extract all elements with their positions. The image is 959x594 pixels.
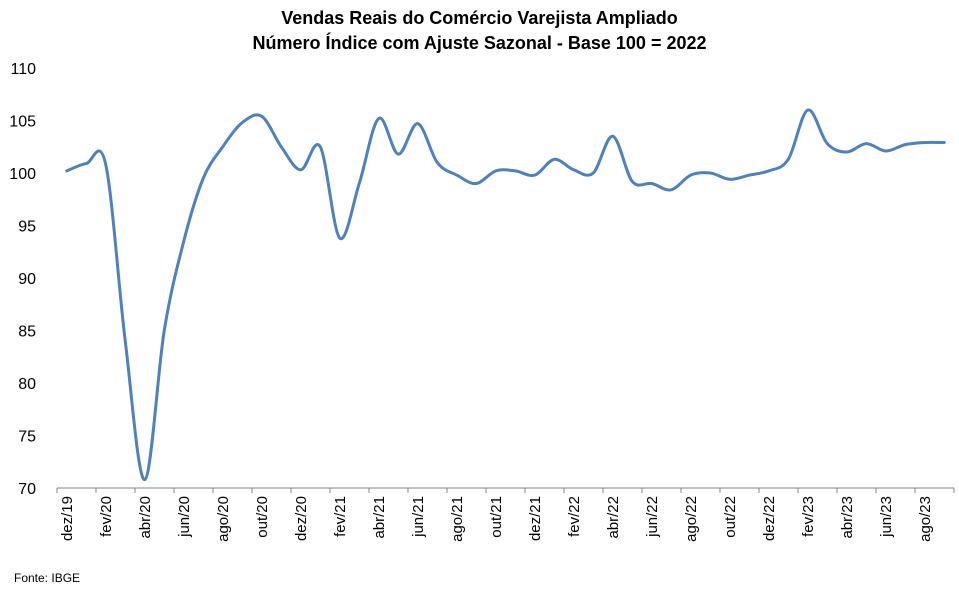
data-point (202, 177, 205, 180)
x-tick-label: fev/20 (98, 496, 115, 537)
data-point (319, 145, 322, 148)
data-point (923, 141, 926, 144)
data-point (260, 115, 263, 118)
data-point (767, 169, 770, 172)
y-axis: 70 75 80 85 90 95 100 105 110 (9, 61, 36, 498)
chart-title: Vendas Reais do Comércio Varejista Ampli… (0, 6, 959, 56)
data-point (806, 109, 809, 112)
source-note: Fonte: IBGE (14, 571, 81, 585)
data-point (553, 158, 556, 161)
data-point (748, 174, 751, 177)
x-tick-label: ago/21 (449, 496, 466, 542)
data-point (845, 151, 848, 154)
x-tick-label: jun/21 (410, 496, 427, 538)
y-tick-label: 90 (18, 271, 36, 288)
x-tick-label: abr/23 (839, 496, 856, 539)
data-point (592, 172, 595, 175)
data-point (494, 169, 497, 172)
y-tick-label: 95 (18, 219, 36, 236)
x-tick-label: ago/20 (215, 496, 232, 542)
x-tick-label: jun/23 (878, 496, 895, 538)
y-tick-label: 110 (10, 61, 36, 78)
data-point (182, 240, 185, 243)
x-tick-label: dez/20 (293, 496, 310, 541)
data-point (631, 180, 634, 183)
data-point (943, 141, 946, 144)
x-tick-label: dez/22 (761, 496, 778, 541)
series-line (65, 108, 946, 482)
x-axis: dez/19 fev/20 abr/20 jun/20 ago/20 out/20 dez/… (56, 487, 955, 542)
data-point (104, 163, 107, 166)
data-point (455, 174, 458, 177)
chart-title-line-1: Vendas Reais do Comércio Varejista Ampli… (281, 8, 678, 28)
x-tick-label: fev/23 (800, 496, 817, 537)
data-point (904, 143, 907, 146)
data-point (163, 329, 166, 332)
x-tick-label: jun/20 (176, 496, 193, 538)
data-point (299, 168, 302, 171)
data-point (85, 162, 88, 165)
data-point (728, 178, 731, 181)
series-group (65, 108, 946, 482)
x-tick-label: out/20 (254, 496, 271, 538)
y-tick-label: 75 (18, 429, 36, 446)
data-point (865, 142, 868, 145)
data-point (611, 135, 614, 138)
y-tick-label: 80 (18, 376, 36, 393)
data-point (475, 182, 478, 185)
data-point (787, 158, 790, 161)
data-point (514, 169, 517, 172)
data-point (436, 161, 439, 164)
data-point (689, 174, 692, 177)
data-point (572, 168, 575, 171)
y-tick-label: 105 (9, 114, 36, 131)
x-tick-label: dez/19 (59, 496, 76, 541)
data-point (416, 122, 419, 125)
data-point (65, 169, 68, 172)
y-tick-label: 70 (18, 481, 36, 498)
data-point (241, 121, 244, 124)
data-point (377, 117, 380, 120)
data-point (280, 145, 283, 148)
data-point (143, 478, 146, 481)
data-point (826, 142, 829, 145)
x-tick-label: ago/22 (683, 496, 700, 542)
data-point (650, 182, 653, 185)
data-point (397, 153, 400, 156)
data-point (709, 172, 712, 175)
data-point (221, 145, 224, 148)
data-point (533, 174, 536, 177)
x-tick-label: abr/21 (371, 496, 388, 539)
x-tick-label: dez/21 (527, 496, 544, 541)
data-point (884, 149, 887, 152)
data-point (338, 237, 341, 240)
data-point (358, 182, 361, 185)
x-tick-label: out/22 (722, 496, 739, 538)
data-point (124, 340, 127, 343)
x-tick-label: fev/22 (566, 496, 583, 537)
x-tick-label: jun/22 (644, 496, 661, 538)
data-point (670, 188, 673, 191)
x-tick-label: out/21 (488, 496, 505, 538)
x-tick-label: abr/20 (137, 496, 154, 539)
y-tick-label: 100 (9, 166, 36, 183)
chart-subtitle: Número Índice com Ajuste Sazonal - Base … (252, 33, 707, 53)
x-tick-label: fev/21 (332, 496, 349, 537)
x-tick-label: abr/22 (605, 496, 622, 539)
y-tick-label: 85 (18, 324, 36, 341)
x-tick-label: ago/23 (917, 496, 934, 542)
